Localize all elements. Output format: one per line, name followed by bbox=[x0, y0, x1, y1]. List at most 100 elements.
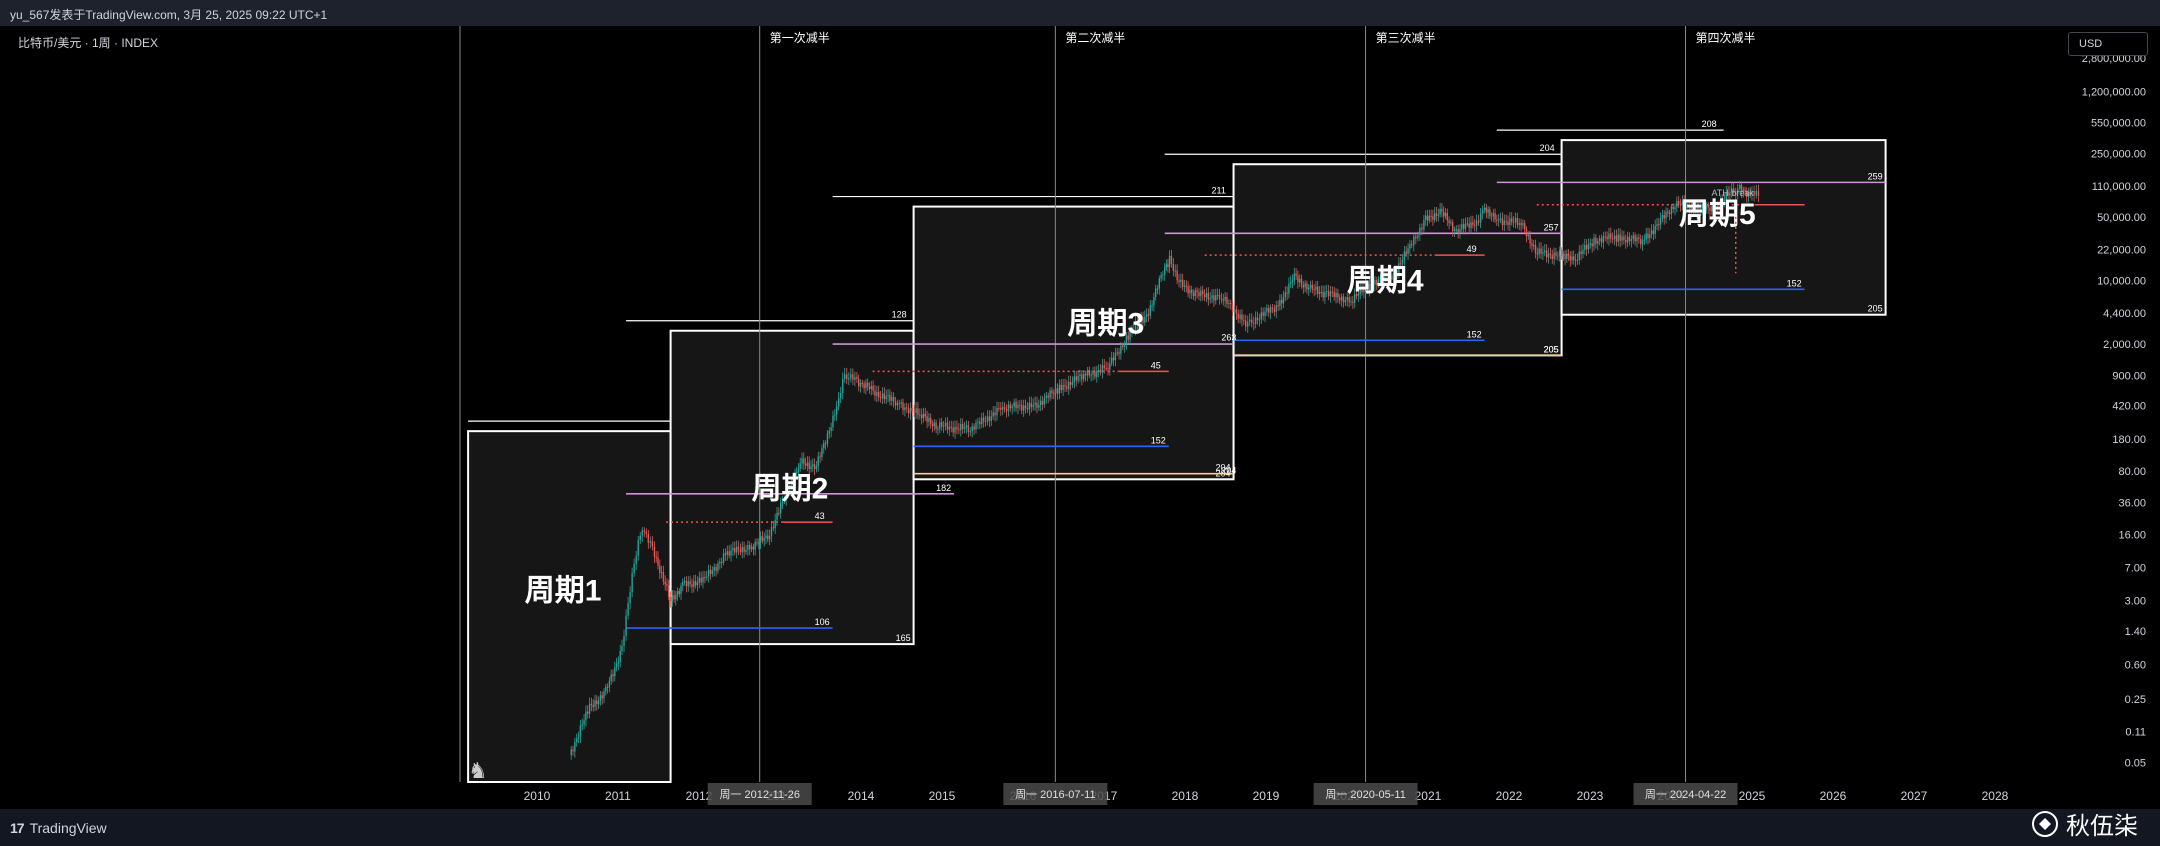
candle-body bbox=[990, 416, 992, 421]
candle-body bbox=[1017, 404, 1019, 409]
candle-body bbox=[1514, 218, 1517, 223]
candle-body bbox=[944, 422, 947, 426]
candle-body bbox=[666, 584, 668, 586]
candle-body bbox=[810, 466, 812, 469]
level-label-1: 182 bbox=[936, 483, 951, 493]
candle-body bbox=[739, 549, 742, 553]
candle-body bbox=[1468, 223, 1470, 228]
candle-body bbox=[1453, 229, 1456, 231]
candle-body bbox=[1318, 292, 1321, 294]
candle-body bbox=[1562, 253, 1565, 256]
candle-body bbox=[1145, 314, 1148, 317]
halving-label-1: 第一次减半 bbox=[770, 31, 830, 45]
candle-body bbox=[876, 391, 878, 396]
cycle-top-label-4: 204 bbox=[1540, 143, 1555, 153]
candle-body bbox=[1241, 314, 1243, 321]
candle-body bbox=[1505, 220, 1507, 222]
candle-body bbox=[1291, 280, 1294, 283]
cycle-label-2: 周期2 bbox=[752, 472, 829, 505]
candle-body bbox=[1222, 299, 1224, 301]
candle-body bbox=[1544, 250, 1546, 253]
candle-body bbox=[1377, 279, 1380, 285]
candle-body bbox=[1105, 367, 1107, 369]
currency-button[interactable]: USD bbox=[2068, 32, 2148, 56]
candle-body bbox=[1509, 218, 1511, 225]
candle-body bbox=[1142, 318, 1144, 323]
candle-body bbox=[1694, 209, 1696, 213]
candle-body bbox=[1668, 213, 1671, 215]
candle-body bbox=[1564, 253, 1566, 259]
candle-body bbox=[1256, 317, 1259, 321]
candle-body bbox=[1317, 286, 1319, 294]
candle-body bbox=[1331, 291, 1334, 293]
candle-body bbox=[1129, 330, 1131, 340]
y-tick-label: 3.00 bbox=[2125, 596, 2146, 608]
candle-body bbox=[1002, 407, 1004, 410]
candle-body bbox=[1127, 335, 1129, 340]
candle-body bbox=[1160, 275, 1162, 279]
candle-body bbox=[859, 382, 862, 387]
candle-body bbox=[770, 527, 773, 536]
candle-body bbox=[1464, 223, 1467, 229]
candle-body bbox=[709, 569, 712, 574]
candle-body bbox=[1677, 200, 1680, 205]
candle-body bbox=[1293, 273, 1295, 281]
candle-body bbox=[1110, 357, 1113, 364]
x-tick-label: 2021 bbox=[1415, 789, 1442, 803]
candle-body bbox=[671, 595, 674, 602]
candle-body bbox=[1430, 215, 1432, 217]
cycle-top-label-3: 211 bbox=[1212, 186, 1226, 196]
candle-body bbox=[1689, 206, 1691, 213]
candle-body bbox=[1357, 293, 1360, 296]
cycle-top-label-5: 208 bbox=[1702, 119, 1717, 129]
x-tick-label: 2014 bbox=[848, 789, 875, 803]
candle-body bbox=[1441, 208, 1443, 212]
candle-body bbox=[1413, 236, 1415, 246]
candle-body bbox=[1623, 236, 1625, 240]
candle-body bbox=[988, 416, 991, 421]
candle-body bbox=[921, 414, 923, 419]
candle-body bbox=[1423, 219, 1425, 230]
candle-body bbox=[967, 425, 970, 433]
candle-body bbox=[1417, 234, 1419, 239]
price-axis[interactable] bbox=[2060, 26, 2160, 782]
candle-body bbox=[694, 581, 697, 586]
candle-body bbox=[1313, 289, 1315, 291]
candle-body bbox=[1574, 259, 1577, 261]
candle-body bbox=[1281, 299, 1283, 304]
y-tick-label: 110,000.00 bbox=[2092, 181, 2146, 193]
tradingview-logo-text: TradingView bbox=[29, 820, 107, 836]
y-tick-label: 50,000.00 bbox=[2097, 212, 2146, 224]
candle-body bbox=[653, 546, 656, 557]
candle-body bbox=[840, 393, 842, 398]
candle-body bbox=[1619, 234, 1621, 241]
cycle-box-5 bbox=[1560, 139, 1887, 316]
candle-body bbox=[1176, 270, 1178, 281]
candle-body bbox=[1026, 408, 1029, 410]
candle-body bbox=[1271, 307, 1274, 309]
candle-body bbox=[939, 422, 941, 429]
candle-body bbox=[1049, 390, 1051, 398]
candle-body bbox=[1739, 185, 1741, 189]
candle-body bbox=[1604, 236, 1606, 238]
candle-body bbox=[1034, 402, 1036, 405]
candle-body bbox=[583, 720, 585, 725]
candle-body bbox=[958, 429, 960, 431]
candle-body bbox=[1245, 320, 1247, 327]
candle-body bbox=[1571, 256, 1573, 261]
candle-body bbox=[649, 541, 652, 543]
candle-body bbox=[1051, 390, 1053, 394]
candle-body bbox=[898, 403, 900, 405]
x-tick-label: 2012 bbox=[686, 789, 713, 803]
candle-body bbox=[756, 542, 758, 544]
candle-body bbox=[1698, 207, 1700, 213]
candle-body bbox=[1366, 286, 1369, 291]
tradingview-logo[interactable]: 17 TradingView bbox=[10, 820, 107, 836]
level-label-2: 43 bbox=[815, 511, 825, 521]
symbol-title[interactable]: 比特币/美元 · 1周 · INDEX bbox=[18, 36, 159, 50]
candle-body bbox=[610, 674, 612, 681]
candle-body bbox=[675, 595, 677, 600]
candle-body bbox=[1243, 320, 1245, 322]
candle-body bbox=[1533, 245, 1535, 247]
